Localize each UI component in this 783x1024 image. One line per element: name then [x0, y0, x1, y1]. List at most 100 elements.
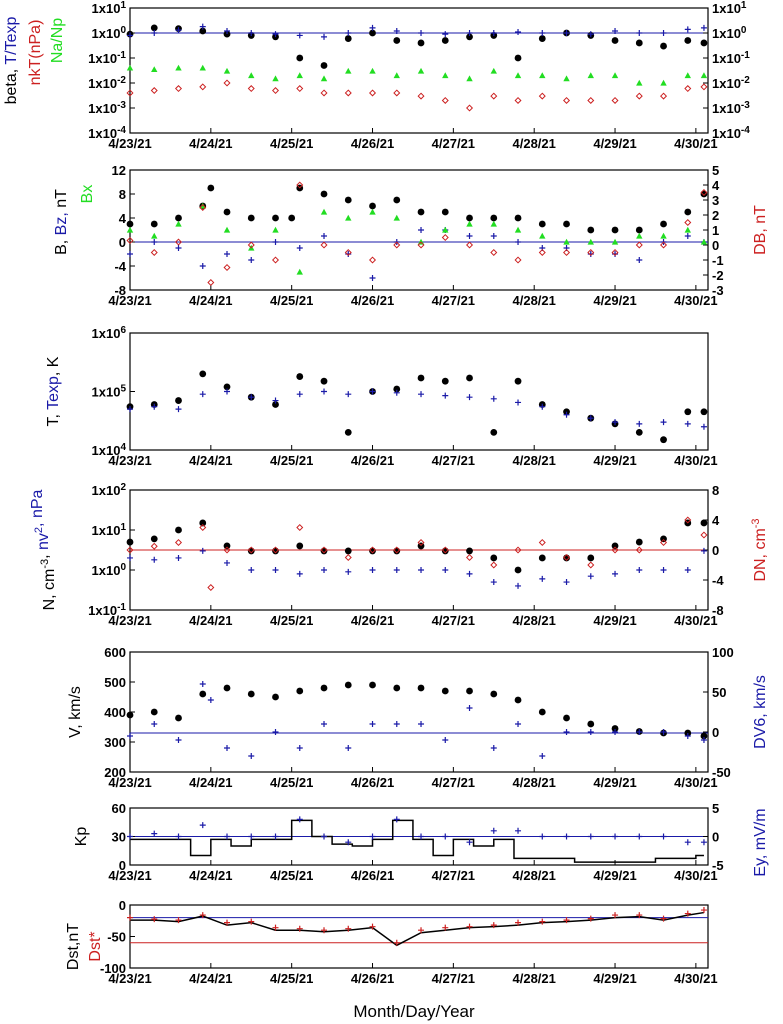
p3-series-1-point-21: [636, 420, 643, 427]
p1-series-0-point-7: [296, 54, 304, 62]
p1-series-2-point-4: [223, 79, 231, 87]
p3-plot-frame: [129, 332, 709, 451]
p5-xtick-label-3: 4/26/21: [351, 775, 394, 790]
p1-series-1-point-15: [490, 30, 497, 36]
p5-series-1-point-22: [636, 729, 643, 735]
p1-series-1-point-14: [466, 30, 473, 36]
p5-ytick-label-right-3: 100: [712, 645, 734, 660]
p5-series-1-point-0: [127, 733, 133, 739]
p2-xtick-label-0: 4/23/21: [108, 293, 151, 308]
p5-ytick-label-right-0: -50: [712, 765, 731, 780]
p7-series-1-point-10: [369, 923, 376, 930]
p1-series-3-point-20: [611, 72, 619, 79]
p4-series-1-point-7: [296, 570, 303, 577]
p7-series-1-point-1: [151, 916, 158, 923]
p2-series-0-point-7: [272, 214, 279, 222]
p4-ytick-label-left-2: 1x101: [92, 522, 127, 538]
p4-ytick-label-right-2: 0: [712, 543, 719, 558]
p3-xtick-label-4: 4/27/21: [432, 453, 475, 468]
p6-series-1-point-12: [418, 833, 425, 840]
p2-series-3-point-4: [207, 278, 215, 287]
p2-series-1-point-4: [224, 251, 231, 257]
p3-series-1-point-0: [127, 406, 133, 413]
p6-series-1-point-14: [466, 839, 473, 846]
p3-series-0-point-4: [223, 383, 231, 391]
p1-ytick-label-right-1: 1x10-3: [712, 100, 750, 116]
p7-xtick-label-4: 4/27/21: [432, 971, 475, 986]
p1-xtick-label-2: 4/25/21: [270, 136, 313, 151]
p2-ytick-label-right-4: 1: [712, 223, 719, 238]
p4-series-1-point-2: [175, 554, 182, 561]
p2-series-3-point-23: [660, 241, 668, 249]
p2-series-0-point-25: [684, 208, 692, 216]
p4-series-2-point-21: [611, 546, 619, 554]
p6-xtick-label-2: 4/25/21: [270, 868, 313, 883]
p5-series-1-point-3: [199, 681, 206, 687]
p3-series-0-point-24: [700, 408, 708, 416]
p1-series-0-point-23: [684, 37, 692, 44]
p5-series-0-point-17: [538, 708, 546, 716]
p1-series-3-point-23: [684, 72, 691, 79]
p2-series-0-point-12: [369, 202, 376, 210]
p5-series-0-point-10: [369, 681, 376, 689]
p1-plot-frame: [129, 7, 709, 134]
p5-series-1-point-10: [345, 745, 352, 751]
p2-series-3-point-10: [344, 248, 352, 257]
p5-xtick-label-6: 4/29/21: [593, 775, 636, 790]
p1-series-2: [126, 79, 708, 112]
p2-series-3-point-22: [635, 241, 643, 249]
p5-xtick-label-2: 4/25/21: [270, 775, 313, 790]
p6-series-0: [130, 819, 704, 863]
p4-series-2-point-12: [393, 546, 401, 554]
p1-series-3-point-4: [223, 67, 231, 74]
p2-series-2-point-1: [151, 232, 158, 239]
p3-series-1: [127, 388, 707, 430]
p1-series-3-point-11: [393, 72, 400, 79]
p1-ytick-label-right-3: 1x10-1: [712, 50, 750, 66]
p5-series-1-point-13: [418, 721, 425, 727]
p3-series-0-point-22: [660, 436, 667, 444]
p1-series-0-point-14: [466, 33, 473, 41]
p2-series-0-point-18: [514, 214, 522, 222]
p5-series-0-point-24: [700, 732, 708, 740]
p6-series-0-path: [130, 819, 704, 863]
p4-series-2-point-0: [126, 546, 134, 554]
p1-xtick-label-1: 4/24/21: [189, 136, 232, 151]
p2-series-3: [126, 181, 708, 287]
p2-series-0-point-20: [563, 220, 570, 228]
p4-series-2-point-6: [247, 546, 255, 554]
p2-series-3-point-19: [563, 248, 571, 257]
p4-ylabel-left: N, cm-3, nv2, nPa: [29, 489, 58, 610]
p3-series-1-point-24: [700, 423, 707, 430]
p7-ytick-label-left-0: -100: [100, 961, 126, 976]
p5-series-0-point-14: [466, 687, 473, 695]
p7-series-1-point-8: [321, 927, 328, 934]
p1-series-0-point-1: [150, 24, 158, 32]
p4-series-0-point-22: [660, 535, 667, 543]
p5-series-0-point-1: [150, 708, 158, 716]
panels: 1x10-4 1x10-3 1x10-2 1x10-1 1x100 1x101 1x10-4…: [3, 0, 769, 986]
p4-series-2-point-3: [199, 523, 207, 532]
p4-series-1-point-11: [393, 567, 400, 573]
p3-series-0-point-15: [490, 428, 498, 436]
p1-series-1-point-7: [296, 32, 303, 39]
p1-ylabel-left-3: Na/Np: [49, 18, 66, 63]
p1-series-2-point-23: [684, 85, 692, 93]
p2-ytick-label-left-5: 12: [112, 163, 126, 178]
p1-ytick-label-right-5: 1x101: [712, 0, 747, 16]
p7-ytick-label-left-2: 0: [119, 898, 126, 913]
p3-series-0: [126, 370, 708, 444]
p4-series-1-point-23: [684, 567, 691, 573]
p4-series-2-point-24: [684, 516, 692, 524]
p4-series-0-point-4: [223, 542, 231, 550]
p1-series-0-point-11: [393, 37, 401, 44]
p3-series-0-point-16: [514, 377, 522, 385]
p2-series-3-point-13: [417, 241, 425, 249]
p4-series-1-point-10: [369, 567, 376, 573]
p4-series-0: [126, 519, 708, 574]
p5-xtick-label-5: 4/28/21: [513, 775, 556, 790]
p1-series-0-point-21: [635, 39, 643, 47]
p6-series-1-point-4: [224, 833, 231, 840]
p2-series-0-point-14: [417, 208, 425, 216]
p2-xtick-label-1: 4/24/21: [189, 293, 232, 308]
